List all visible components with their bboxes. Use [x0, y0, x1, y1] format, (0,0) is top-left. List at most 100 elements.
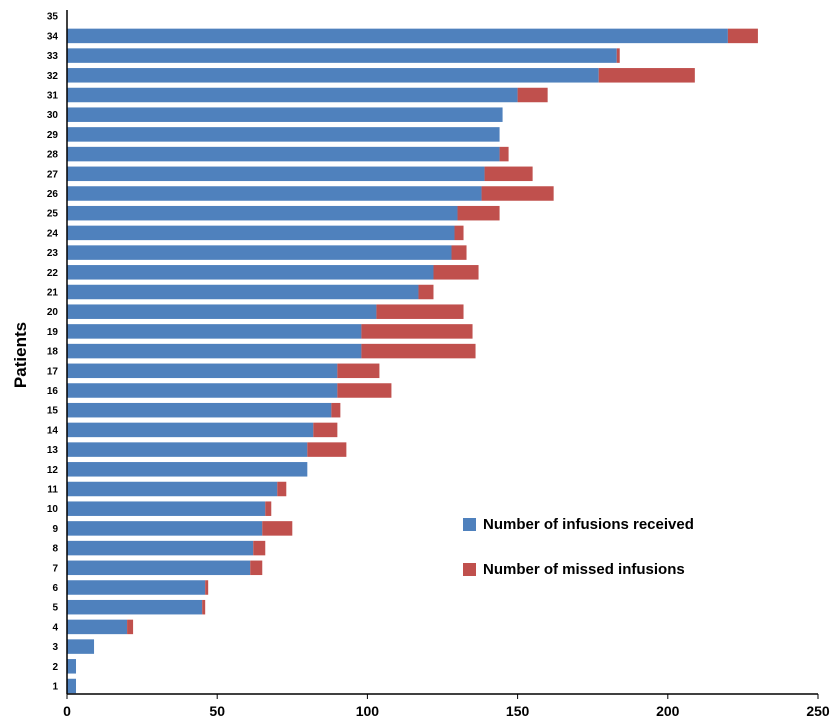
bar-received-10 [67, 501, 266, 516]
bar-received-12 [67, 462, 308, 477]
bar-missed-25 [457, 205, 500, 221]
y-tick-label-19: 19 [47, 327, 59, 338]
bar-received-17 [67, 363, 338, 379]
bar-received-14 [67, 422, 314, 438]
y-tick-label-32: 32 [47, 71, 59, 82]
bar-received-34 [67, 28, 728, 44]
y-tick-label-13: 13 [47, 445, 59, 456]
bar-missed-14 [313, 422, 338, 438]
legend-label-missed: Number of missed infusions [483, 561, 685, 578]
x-tick-label-50: 50 [209, 703, 225, 719]
bar-missed-24 [454, 225, 464, 241]
legend: Number of infusions received Number of m… [463, 516, 694, 578]
bar-missed-31 [517, 87, 548, 103]
y-tick-label-24: 24 [47, 228, 59, 239]
legend-swatch-missed [463, 563, 476, 576]
bar-received-31 [67, 87, 518, 103]
y-tick-label-20: 20 [47, 307, 59, 318]
bar-missed-11 [277, 481, 287, 497]
bar-received-6 [67, 580, 206, 595]
bar-received-32 [67, 68, 599, 83]
bar-missed-9 [262, 521, 293, 536]
y-tick-label-17: 17 [47, 366, 59, 377]
y-tick-label-9: 9 [52, 524, 58, 535]
y-tick-label-11: 11 [47, 485, 58, 496]
bar-missed-7 [250, 560, 263, 576]
bar-missed-32 [598, 68, 695, 83]
bar-received-3 [67, 639, 95, 654]
bar-received-30 [67, 107, 503, 122]
y-tick-label-10: 10 [47, 504, 59, 515]
y-tick-label-14: 14 [47, 425, 59, 436]
bar-received-9 [67, 521, 263, 536]
axes-group [66, 10, 818, 695]
x-tick-label-150: 150 [506, 703, 530, 719]
x-tick-labels: 0 50 100 150 200 250 [63, 694, 830, 719]
y-tick-label-23: 23 [47, 248, 59, 259]
bar-missed-10 [265, 501, 272, 516]
bar-missed-20 [376, 304, 464, 319]
bar-received-19 [67, 324, 362, 339]
y-tick-labels: 1234567891011121314151617181920212223242… [47, 12, 59, 693]
bar-received-24 [67, 225, 455, 241]
y-tick-label-2: 2 [52, 662, 58, 673]
bar-missed-33 [616, 48, 620, 63]
y-tick-label-18: 18 [47, 347, 59, 358]
y-tick-label-30: 30 [47, 110, 59, 121]
y-tick-label-5: 5 [52, 603, 58, 614]
y-tick-label-35: 35 [47, 12, 59, 23]
bar-received-5 [67, 599, 203, 615]
bar-missed-22 [433, 265, 479, 280]
bar-missed-15 [331, 402, 341, 418]
bar-missed-26 [481, 186, 554, 201]
bar-missed-34 [727, 28, 758, 44]
bar-missed-23 [451, 245, 467, 260]
y-tick-label-12: 12 [47, 465, 59, 476]
bar-received-16 [67, 383, 338, 398]
legend-swatch-received [463, 518, 476, 531]
y-tick-label-15: 15 [47, 406, 59, 417]
y-tick-label-25: 25 [47, 209, 59, 220]
y-tick-label-8: 8 [52, 544, 58, 555]
bars-group [67, 28, 758, 694]
y-tick-label-34: 34 [47, 31, 59, 42]
y-tick-label-21: 21 [47, 288, 59, 299]
bar-received-29 [67, 127, 500, 142]
y-tick-label-28: 28 [47, 150, 59, 161]
bar-missed-17 [337, 363, 380, 379]
y-tick-label-26: 26 [47, 189, 59, 200]
bar-received-11 [67, 481, 278, 497]
y-axis-label: Patients [11, 322, 30, 388]
y-tick-label-1: 1 [52, 682, 58, 693]
bar-missed-28 [499, 146, 509, 162]
y-tick-label-4: 4 [52, 622, 58, 633]
bar-missed-13 [307, 442, 347, 457]
bar-missed-16 [337, 383, 392, 398]
bar-received-21 [67, 284, 419, 300]
bar-received-22 [67, 265, 434, 280]
x-tick-label-0: 0 [63, 703, 71, 719]
bar-received-15 [67, 402, 332, 418]
bar-missed-19 [361, 324, 473, 339]
bar-missed-18 [361, 343, 476, 359]
bar-received-1 [67, 678, 77, 694]
bar-missed-27 [484, 166, 533, 182]
y-tick-label-6: 6 [52, 583, 58, 594]
bar-missed-8 [253, 540, 266, 556]
x-tick-label-250: 250 [806, 703, 830, 719]
bar-received-2 [67, 659, 77, 674]
bar-received-26 [67, 186, 482, 201]
bar-received-4 [67, 619, 128, 635]
bar-missed-6 [205, 580, 209, 595]
bar-received-13 [67, 442, 308, 457]
bar-received-8 [67, 540, 254, 556]
y-tick-label-31: 31 [47, 91, 59, 102]
bar-received-23 [67, 245, 452, 260]
bar-received-25 [67, 205, 458, 221]
bar-received-20 [67, 304, 377, 319]
x-tick-label-100: 100 [356, 703, 380, 719]
legend-label-received: Number of infusions received [483, 516, 694, 533]
y-tick-label-7: 7 [52, 563, 58, 574]
y-tick-label-3: 3 [52, 642, 58, 653]
